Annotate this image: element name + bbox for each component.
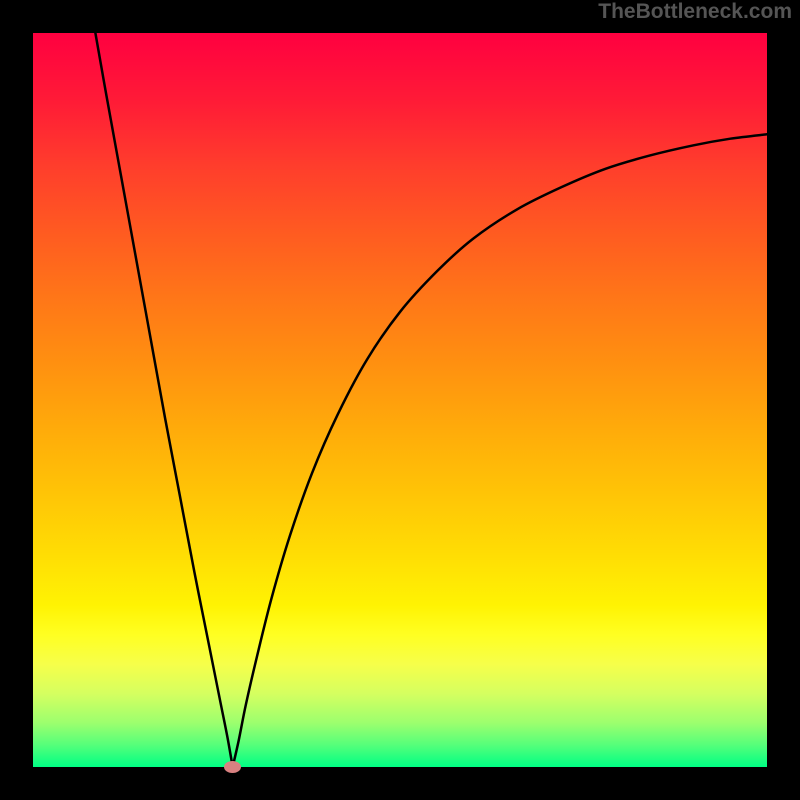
plot-area	[33, 33, 767, 767]
figure-root: TheBottleneck.com	[0, 0, 800, 800]
optimum-marker	[224, 761, 241, 773]
watermark-text: TheBottleneck.com	[598, 0, 792, 24]
bottleneck-curve-svg	[33, 33, 767, 767]
bottleneck-curve	[95, 33, 767, 767]
